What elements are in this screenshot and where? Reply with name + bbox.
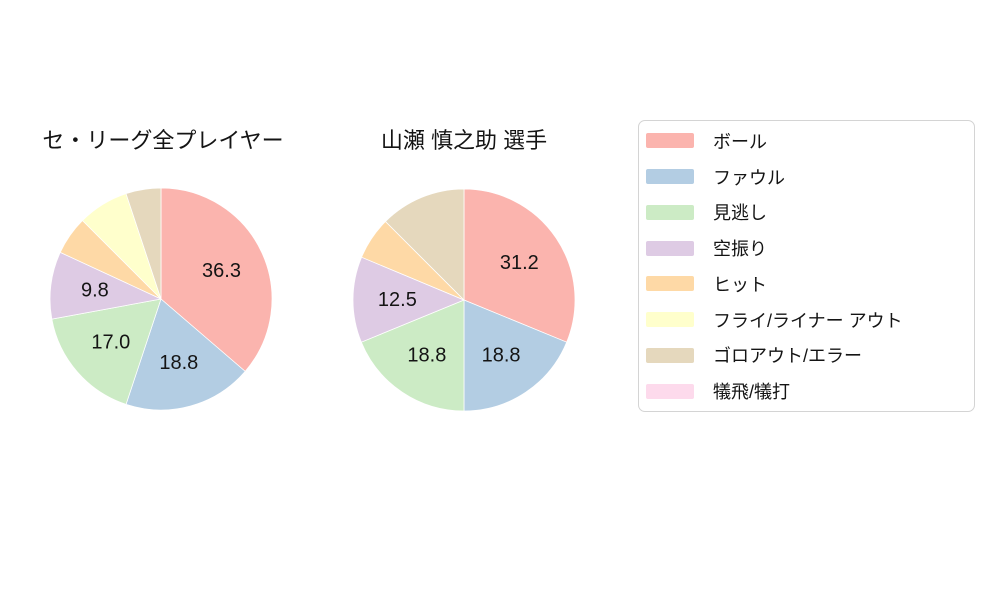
pie-pct-label: 36.3 [202, 260, 241, 282]
pie-slice-2 [51, 298, 162, 405]
pie-slice-0 [463, 188, 576, 343]
pie-pct-label: 31.2 [500, 252, 539, 274]
legend-item-label: ゴロアウト/エラー [713, 346, 863, 367]
right-pie-chart: 31.2 18.8 18.8 12.5 [352, 188, 576, 412]
pie-pct-label: 17.0 [91, 332, 130, 354]
legend-item-2: 見逃し [639, 195, 974, 231]
legend-swatch-icon [646, 240, 694, 256]
legend-item-1: ファウル [639, 159, 974, 195]
legend: ボールファウル見逃し空振りヒットフライ/ライナー アウト ゴロアウト/エラー 犠飛/… [638, 120, 975, 412]
legend-item-label: ボール [713, 131, 767, 152]
pie-pct-label: 18.8 [407, 344, 446, 366]
legend-item-7: 犠飛/犠打 [639, 373, 974, 409]
legend-swatch-icon [646, 204, 694, 220]
legend-item-label: フライ/ライナー アウト [713, 310, 903, 331]
right-pie-title: 山瀬 慎之助 選手 [380, 128, 548, 153]
legend-item-label: 見逃し [713, 203, 767, 224]
legend-swatch-icon [646, 276, 694, 292]
left-pie-chart: 36.3 18.8 17.0 9.8 [49, 187, 273, 411]
legend-swatch-icon [646, 312, 694, 328]
legend-swatch-icon [646, 347, 694, 363]
legend-swatch-icon [646, 133, 694, 149]
pie-pct-label: 18.8 [159, 352, 198, 374]
legend-swatch-icon [646, 383, 694, 399]
legend-swatch-icon [646, 169, 694, 185]
left-pie-title: セ・リーグ全プレイヤー [42, 128, 284, 153]
legend-item-label: 空振り [713, 239, 767, 260]
pie-pct-label: 18.8 [482, 344, 521, 366]
pie-pct-label: 12.5 [378, 289, 417, 311]
pie-slice-3 [352, 256, 465, 343]
pie-slice-1 [463, 299, 568, 412]
pie-slice-6 [385, 188, 465, 301]
legend-item-label: 犠飛/犠打 [713, 382, 791, 403]
legend-item-0: ボール [639, 123, 974, 159]
pie-pct-label: 9.8 [81, 280, 109, 302]
legend-item-6: ゴロアウト/エラー [639, 338, 974, 374]
pie-slice-2 [360, 299, 465, 412]
pie-slice-1 [125, 298, 246, 411]
legend-item-label: ファウル [713, 167, 785, 188]
pie-slice-6 [125, 187, 162, 300]
pie-slice-0 [160, 187, 273, 372]
legend-item-4: ヒット [639, 266, 974, 302]
legend-item-5: フライ/ライナー アウト [639, 302, 974, 338]
legend-item-label: ヒット [713, 274, 767, 295]
legend-item-3: 空振り [639, 230, 974, 266]
